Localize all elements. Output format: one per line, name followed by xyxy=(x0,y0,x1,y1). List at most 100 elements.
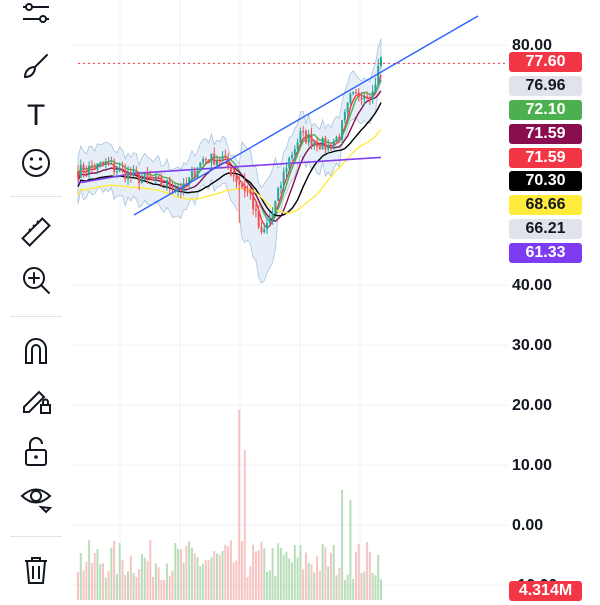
candle-body xyxy=(357,92,360,98)
volume-bar xyxy=(213,551,216,600)
candle-body xyxy=(227,157,230,167)
candle-body xyxy=(254,209,257,211)
candle-body xyxy=(338,136,341,140)
volume-bar xyxy=(165,563,168,600)
eye-button[interactable] xyxy=(14,476,58,520)
volume-bar xyxy=(235,560,238,600)
volume-bar xyxy=(332,544,335,600)
volume-bar xyxy=(341,490,344,600)
emoji-icon xyxy=(22,149,50,177)
candle-body xyxy=(377,65,380,85)
ruler-button[interactable] xyxy=(14,210,58,254)
candle-body xyxy=(90,165,93,168)
candle-body xyxy=(185,183,188,185)
ma-yellow-line xyxy=(77,128,382,214)
axis-label-80: 80.00 xyxy=(512,37,553,54)
eye-icon xyxy=(20,488,53,514)
toolbar-divider xyxy=(10,196,62,197)
trend-tools-button[interactable] xyxy=(14,0,58,36)
candle-body xyxy=(374,84,377,92)
indicator-tag: 70.30 xyxy=(509,171,582,191)
indicator-tag: 71.59 xyxy=(509,124,582,144)
volume-bar xyxy=(160,579,163,600)
toolbar-divider xyxy=(10,316,62,317)
last-price-tag: 77.60 xyxy=(509,52,582,72)
unlock-icon xyxy=(25,437,47,466)
volume-bar xyxy=(254,551,257,600)
candle-body xyxy=(274,200,277,213)
candle-body xyxy=(196,170,199,178)
candle-body xyxy=(257,210,260,228)
volume-bar xyxy=(232,562,235,600)
magnet-button[interactable] xyxy=(14,328,58,372)
trash-button[interactable] xyxy=(14,548,58,592)
emoji-button[interactable] xyxy=(14,141,58,185)
candle-body xyxy=(296,142,299,150)
volume-bar xyxy=(324,547,327,600)
volume-bar xyxy=(168,576,171,600)
volume-bar xyxy=(302,569,305,600)
candle-body xyxy=(221,156,224,162)
text-button[interactable]: T xyxy=(14,92,58,136)
svg-text:T: T xyxy=(27,99,45,131)
candle-body xyxy=(282,171,285,186)
candle-body xyxy=(190,171,193,178)
candle-body xyxy=(102,162,105,166)
candle-body xyxy=(263,229,266,233)
candle-body xyxy=(160,177,163,185)
candle-body xyxy=(163,184,166,186)
volume-bar xyxy=(149,540,152,600)
candle-body xyxy=(310,134,313,146)
candle-body xyxy=(93,167,96,170)
indicator-tag: 71.59 xyxy=(509,148,582,168)
volume-bar xyxy=(85,561,88,600)
ruler-icon xyxy=(21,217,51,247)
volume-bar xyxy=(199,566,202,600)
candle-body xyxy=(82,164,85,173)
volume-bar xyxy=(338,567,341,600)
volume-bar xyxy=(227,546,230,600)
volume-bar xyxy=(215,553,218,600)
candle-body xyxy=(249,191,252,194)
volume-bar xyxy=(82,570,85,600)
zoom-in-button[interactable] xyxy=(14,258,58,302)
candle-body xyxy=(266,223,269,230)
candle-body xyxy=(346,102,349,112)
zoom-in-icon xyxy=(23,267,50,294)
candle-body xyxy=(165,180,168,186)
candle-body xyxy=(277,187,280,201)
unlock-button[interactable] xyxy=(14,430,58,474)
candle-body xyxy=(232,175,235,177)
volume-bar xyxy=(110,547,113,600)
volume-bar xyxy=(260,541,263,600)
candle-body xyxy=(260,227,263,233)
volume-bar xyxy=(310,564,313,600)
candle-body xyxy=(366,96,369,99)
indicator-tag: 76.96 xyxy=(509,76,582,96)
candle-body xyxy=(224,156,227,158)
volume-bar xyxy=(163,579,166,600)
candle-body xyxy=(360,97,363,100)
volume-bar xyxy=(282,554,285,600)
brush-button[interactable] xyxy=(14,44,58,88)
candle-body xyxy=(354,92,357,94)
volume-bar xyxy=(171,570,174,600)
volume-bar xyxy=(177,548,180,600)
candle-body xyxy=(115,171,118,173)
candle-body xyxy=(288,157,291,169)
volume-bar xyxy=(246,576,249,600)
candle-body xyxy=(246,191,249,193)
brush-icon xyxy=(24,54,48,78)
candle-body xyxy=(140,178,143,184)
volume-bar xyxy=(296,557,299,600)
volume-bar xyxy=(316,556,319,600)
candle-body xyxy=(241,184,244,188)
candle-body xyxy=(332,141,335,149)
indicator-tag: 68.66 xyxy=(509,195,582,215)
candle-body xyxy=(238,181,241,185)
volume-bar xyxy=(243,450,246,600)
volume-bar xyxy=(196,557,199,600)
lock-drawing-button[interactable] xyxy=(14,378,58,422)
